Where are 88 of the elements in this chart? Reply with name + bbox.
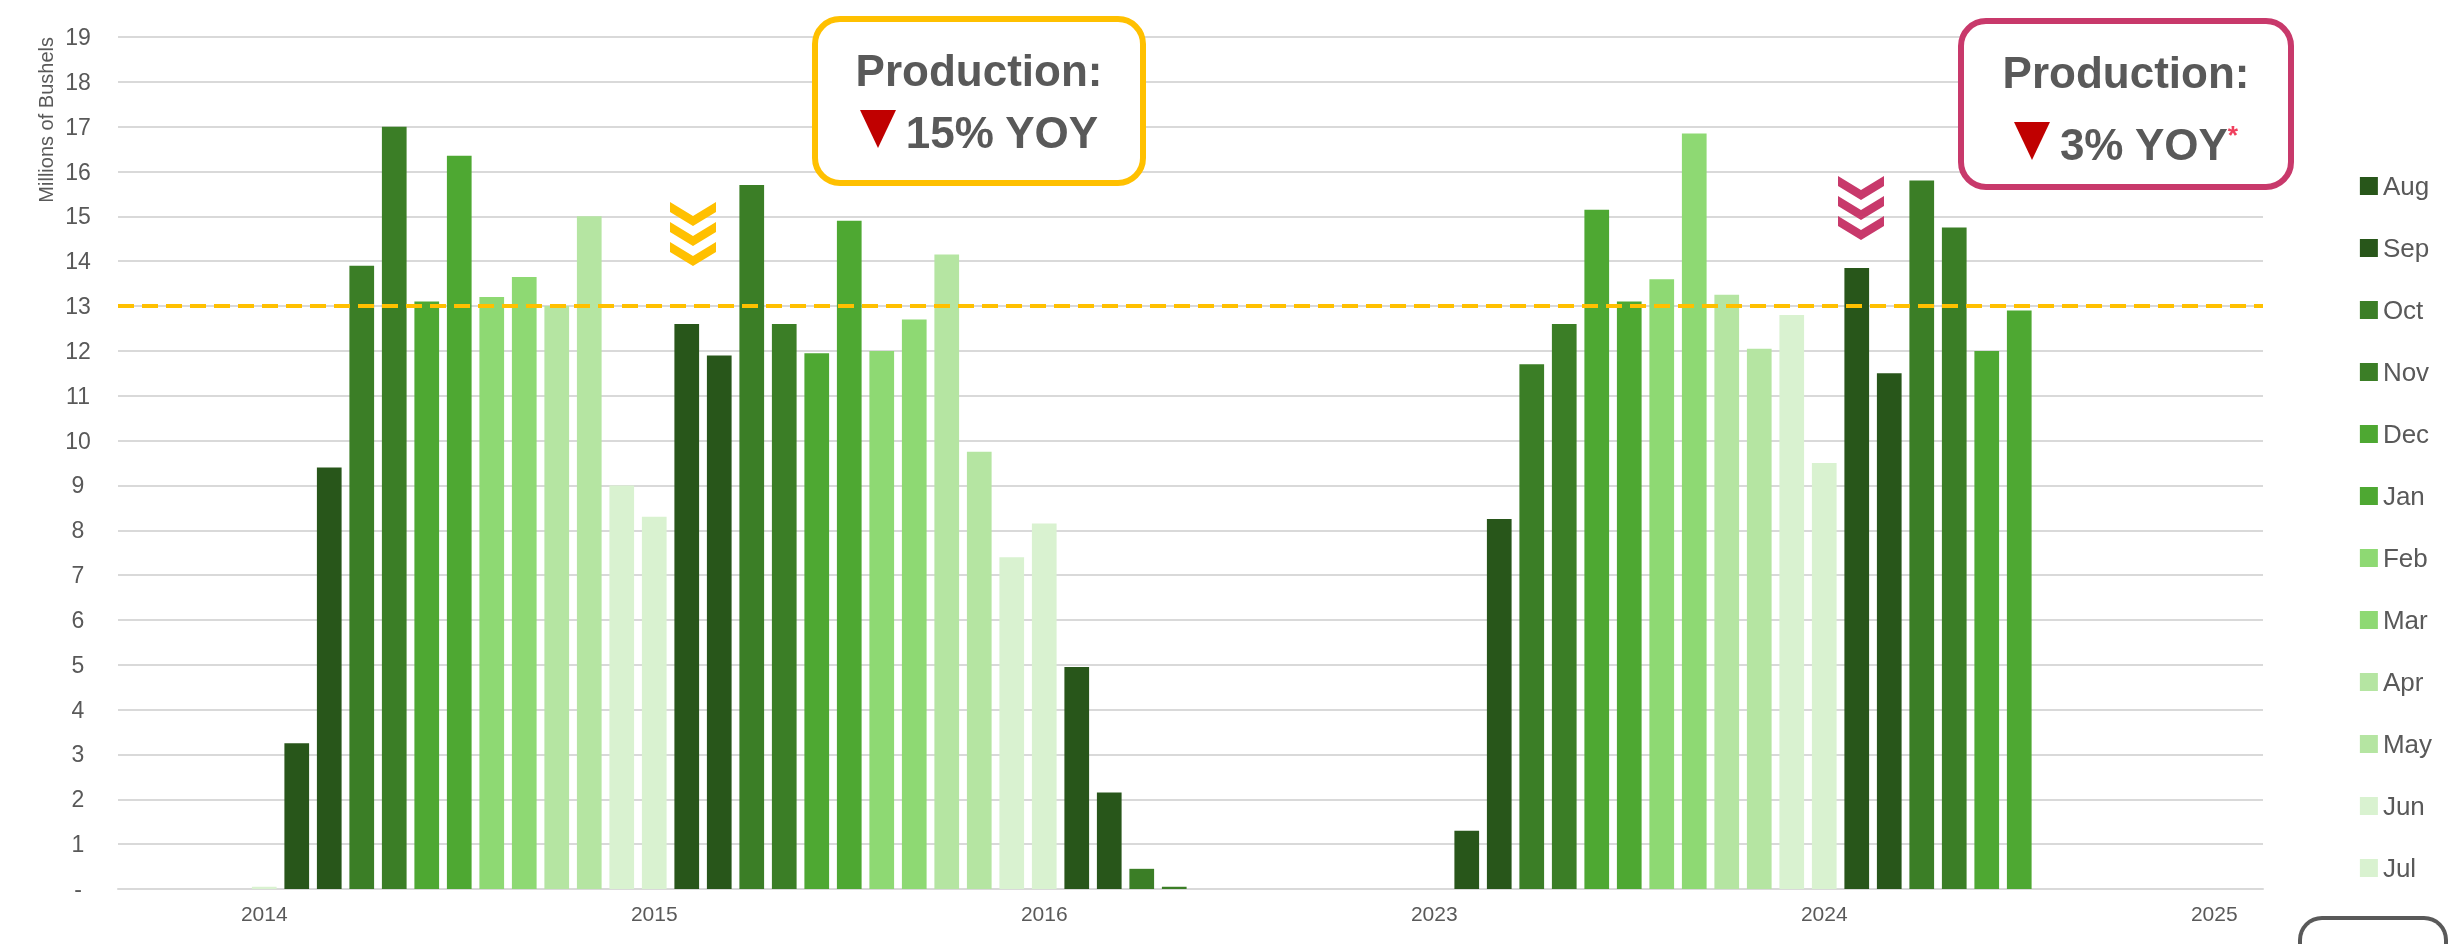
bar [349,265,375,889]
y-tick-label: 7 [71,562,85,589]
bar [1161,886,1187,889]
bar [966,451,992,889]
legend-label: Apr [2382,667,2424,697]
bar [1779,315,1805,889]
y-tick-label: 9 [71,472,85,499]
bar [1811,463,1837,889]
bar [869,350,895,889]
bar [804,353,830,889]
bar [706,355,732,889]
bar [1844,267,1870,889]
bar [1909,180,1935,889]
y-tick-label: 11 [66,382,90,409]
legend-label: Oct [2382,295,2425,325]
y-tick-label: 13 [65,293,91,320]
bar [2006,310,2032,889]
legend-label: Jan [2382,481,2425,511]
y-tick-label: 1 [71,831,85,858]
bar [901,319,927,889]
y-tick-label: 18 [65,68,91,95]
bar [1681,133,1707,889]
y-tick-label: 2 [71,786,85,813]
bar [641,516,667,889]
y-tick-label: 17 [65,113,91,140]
y-tick-label: 6 [71,606,85,633]
x-tick-label: 2015 [630,902,678,925]
bar [251,886,277,889]
y-tick-label: 15 [65,203,91,230]
y-tick-label: 14 [65,248,91,275]
legend-label: Jul [2382,853,2417,883]
bar [771,323,797,889]
bar [316,467,342,889]
bar [1876,373,1902,889]
bar [739,184,765,889]
x-tick-label: 2023 [1410,902,1458,925]
y-tick-label: 4 [71,696,85,723]
bar [1551,323,1577,889]
y-tick-label: 16 [65,158,91,185]
bar [1454,830,1480,889]
bar [1616,301,1642,889]
bar [1064,667,1090,889]
y-tick-label: 3 [71,741,85,768]
legend-label: Nov [2382,357,2430,387]
bar [284,743,310,889]
bar [1584,209,1610,889]
legend-label: Mar [2382,605,2428,635]
y-tick-label: 8 [71,517,85,544]
annotation: Production: 15% YOY [854,45,1104,157]
bar [674,323,700,889]
bar [1129,868,1155,889]
bar [544,306,570,889]
bar [1519,364,1545,889]
legend-label: Sep [2382,233,2430,263]
x-tick-label: 2024 [1800,902,1848,925]
bar [576,216,602,889]
bar [1974,350,2000,889]
bar [381,126,407,889]
bar [479,297,505,889]
y-tick-label: 19 [65,24,91,50]
y-tick-label: 10 [65,427,91,454]
bar [1486,519,1512,889]
bar [446,155,472,889]
y-tick-label: - [74,876,82,902]
legend-label: Feb [2382,543,2428,573]
bar [1649,279,1675,889]
bar [414,301,440,889]
bar [1714,294,1740,889]
bar [1941,227,1967,889]
y-tick-label: 5 [71,651,85,678]
x-tick-label: 2014 [240,902,288,925]
x-tick-label: 2025 [2190,902,2238,925]
legend-label: Dec [2382,419,2430,449]
y-axis-title: Millions of Bushels [35,37,57,203]
bar [1096,792,1122,889]
y-tick-label: 12 [65,337,91,364]
bar [609,485,635,889]
bar [934,254,960,889]
bar [836,220,862,889]
bar [1746,348,1772,889]
legend-label: Jun [2382,791,2425,821]
annotation: Production: 3% YOY$^{*}$ [2001,47,2251,169]
bar [1031,523,1057,889]
x-tick-label: 2016 [1020,902,1068,925]
bar [999,557,1025,889]
bar [511,276,537,889]
legend-label: May [2382,729,2433,759]
legend-label: Aug [2382,171,2430,201]
